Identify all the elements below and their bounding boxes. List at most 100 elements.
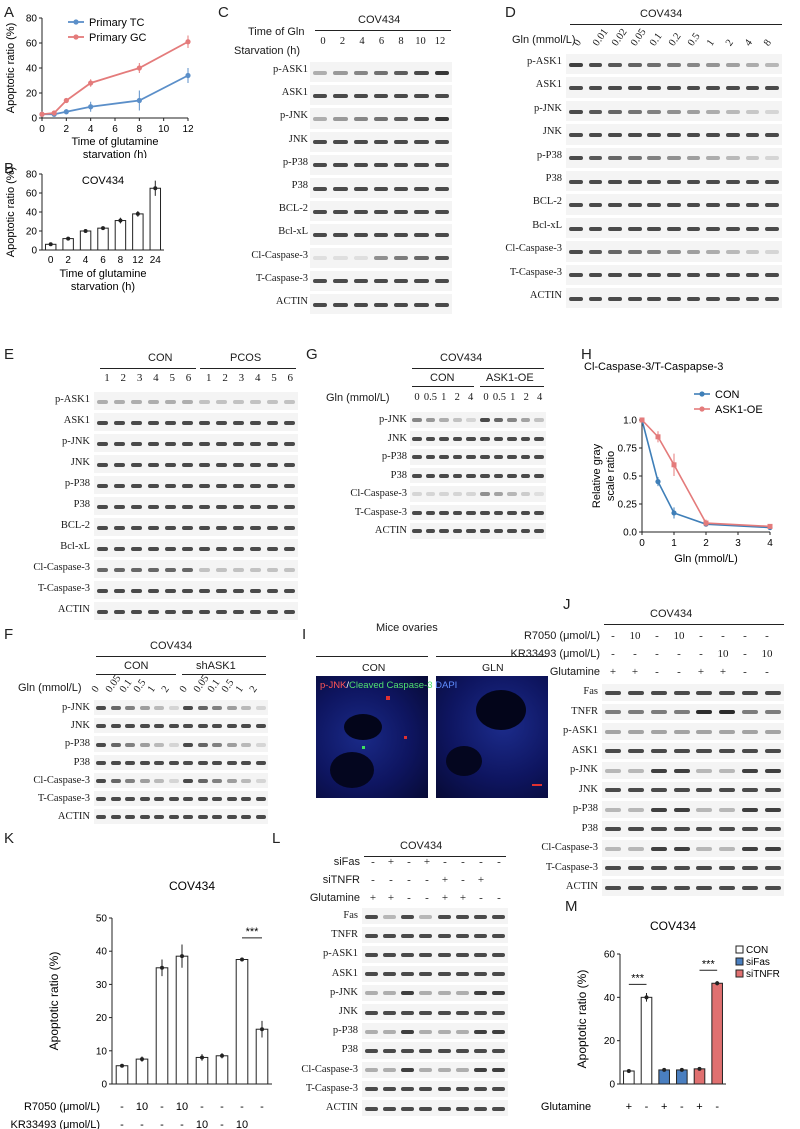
blot-d-band [765,86,780,91]
blot-c-band [394,140,409,145]
blot-e-band [215,441,228,446]
blot-d-band [765,132,780,137]
blot-d-band [627,296,642,301]
blot-f-blot-strip [94,736,268,752]
chart-k-inhibitor-apoptosis-bars: COV434 0 10 20 30 40 50 *** Apoptotic ratio (%) R… [11,879,272,1129]
blot-j-blot-strip [602,762,784,779]
blot-c-band [414,233,429,237]
blot-e-band [232,546,245,551]
chart-k-point [220,1053,224,1058]
blot-d-band [588,179,603,184]
blot-g-band [466,455,476,460]
blot-l-band [474,914,487,919]
blot-g-band [466,473,476,478]
blot-d-lane-label: 0.05 [629,26,649,49]
blot-e-band [164,609,177,614]
panel-label-h: H [581,346,592,363]
blot-g-band [425,473,436,478]
blot-d-band [627,226,642,231]
blot-e-band [249,525,262,530]
blot-d-band [588,203,603,208]
blot-j-band [605,885,622,890]
blot-j-band [764,866,781,871]
blot-j-band [741,846,758,851]
blot-l-band [455,1068,469,1073]
blot-g-band [493,529,504,534]
blot-c-band [333,93,348,98]
chart-m-point [697,1066,702,1071]
blot-j-row-label: p-P38 [572,803,598,814]
blot-d-band [568,156,583,161]
blot-g-band [466,510,476,515]
blot-c-band [313,233,328,237]
blot-e-band [249,546,262,551]
chart-b-x-tick-label: 0 [48,255,54,266]
chart-m-ylabel: Apoptotic ratio (%) [575,970,589,1069]
chart-b-point [66,236,71,241]
blot-g-band [480,436,490,441]
blot-l-band [419,1087,433,1092]
blot-f-band [96,815,107,820]
blot-d-band [706,109,721,114]
blot-c-band [333,70,348,75]
blot-f-band [168,724,179,729]
blot-j-band [650,866,667,871]
blot-l-band [437,1049,451,1053]
blot-e-band [283,609,296,614]
blot-g-band [439,510,449,515]
blot-j-band [696,866,713,871]
blot-l-band [401,1106,414,1111]
panel-label-g: G [306,346,318,363]
blot-g-band [507,455,517,460]
blot-l-row-label: p-ASK1 [322,948,358,960]
blot-l-band [492,1068,506,1073]
blot-j-band [764,846,781,851]
blot-c-row-label: Bcl-xL [278,226,308,238]
blot-c-band [434,140,449,145]
blot-l-condition-value: - [497,856,501,868]
blot-e-band [164,546,177,551]
blot-g-band [520,510,531,515]
blot-f-band [212,778,223,783]
chart-k-y-tick-label: 30 [96,980,108,991]
panel-label-i: I [302,626,307,643]
blot-j-row-label: p-ASK1 [562,725,598,736]
blot-c-band [353,279,368,284]
blot-j-band [719,866,736,871]
chart-a-legend-marker-1 [73,34,79,40]
blot-f-lane-label: 2 [247,684,260,695]
blot-l-band [364,1029,378,1034]
blot-d-band [588,132,603,137]
blot-j-band [741,885,758,890]
blot-c-header-2: Starvation (h) [234,45,301,57]
blot-e-band [147,441,160,446]
blot-d-lane-label: 0.02 [610,26,630,49]
blot-f-band [197,778,208,783]
blot-c-band [373,279,389,284]
blot-f-band [183,742,194,747]
blot-j-row-label: Fas [583,686,598,697]
blot-g-band [520,473,531,478]
chart-m-point [626,1069,631,1073]
blot-c-band [394,302,409,307]
blot-e-band [164,567,177,572]
panel-label-l: L [272,830,281,847]
blot-j-condition-value: - [721,630,725,642]
blot-g-band [425,418,436,423]
blot-j-band [628,807,645,812]
blot-e-blot-strip [94,455,298,473]
blot-d-band [627,109,642,114]
chart-a-point [136,65,142,71]
blot-e-band [283,525,296,530]
blot-d-band [745,62,760,67]
blot-e-band [147,504,160,509]
chart-a-y-tick-label: 40 [26,64,38,75]
blot-g-band [412,529,422,534]
blot-c-lane-label: 0 [320,36,326,47]
blot-f-blot-strip [94,754,268,770]
chart-h-series-line-1 [641,419,771,528]
blot-l-condition-value: + [459,892,467,904]
blot-d-band [647,156,662,161]
chart-m-point [662,1067,667,1072]
blot-c-band [414,209,429,214]
